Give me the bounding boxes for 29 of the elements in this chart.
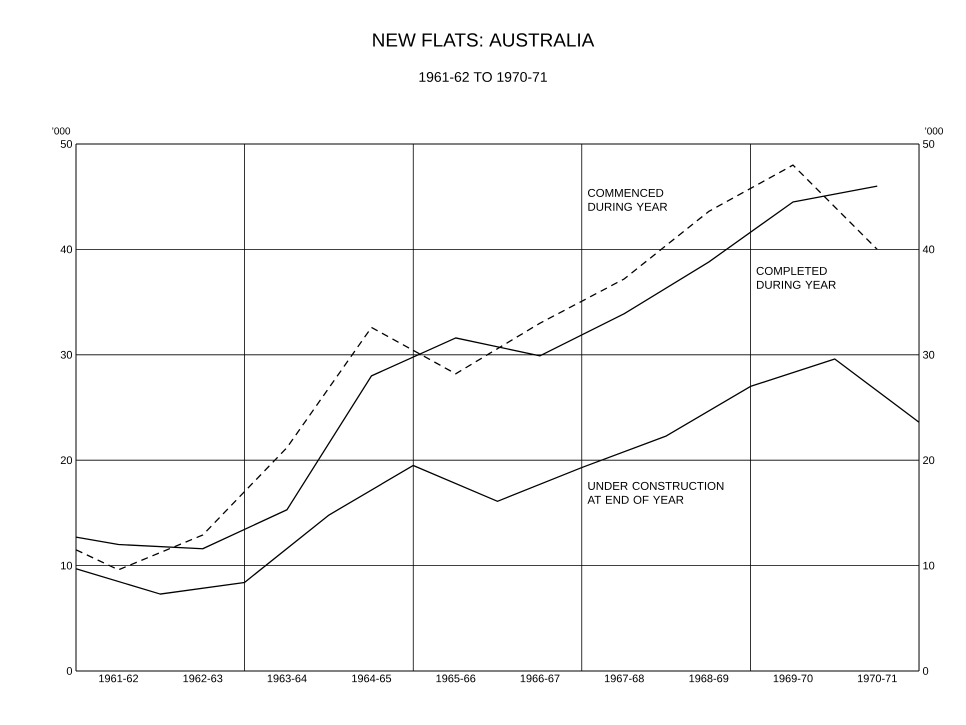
- x-tick-label: 1969-70: [774, 674, 813, 682]
- x-tick-label: 1967-68: [604, 674, 644, 682]
- x-tick-label: 1966-67: [520, 674, 560, 682]
- y2-tick-label: 0: [922, 667, 928, 675]
- chart-title: NEW FLATS: AUSTRALIA: [373, 33, 594, 47]
- x-tick-label: 1964-65: [352, 674, 392, 682]
- y2-tick-label: 40: [922, 246, 934, 254]
- x-tick-label: 1965-66: [436, 674, 476, 682]
- y2-tick-label: 50: [922, 140, 934, 148]
- y-tick-label: 40: [60, 246, 72, 254]
- series-label: UNDER CONSTRUCTION AT END OF YEAR: [587, 482, 724, 504]
- y2-axis-title: ’000: [925, 127, 943, 134]
- y-tick-label: 10: [61, 562, 72, 570]
- y2-tick-label: 10: [923, 562, 934, 570]
- y-tick-label: 20: [60, 456, 72, 464]
- x-tick-label: 1961-62: [99, 674, 138, 682]
- y2-tick-label: 20: [923, 456, 934, 464]
- y2-tick-label: 30: [922, 350, 934, 359]
- y-axis-title: ’000: [52, 127, 70, 134]
- text: COMMENCED DURING YEAR: [588, 188, 668, 211]
- x-tick-label: 1968-69: [689, 674, 728, 682]
- y-tick-label: 30: [60, 350, 72, 359]
- text: COMPLETED DURING YEAR: [756, 266, 836, 289]
- y-tick-label: 0: [66, 667, 72, 675]
- x-tick-label: 1962-63: [183, 674, 222, 682]
- x-tick-label: 1963-64: [268, 674, 307, 682]
- x-tick-label: 1970-71: [858, 674, 897, 682]
- y-tick-label: 50: [60, 140, 72, 148]
- chart-subtitle: 1961-62 TO 1970-71: [419, 72, 547, 82]
